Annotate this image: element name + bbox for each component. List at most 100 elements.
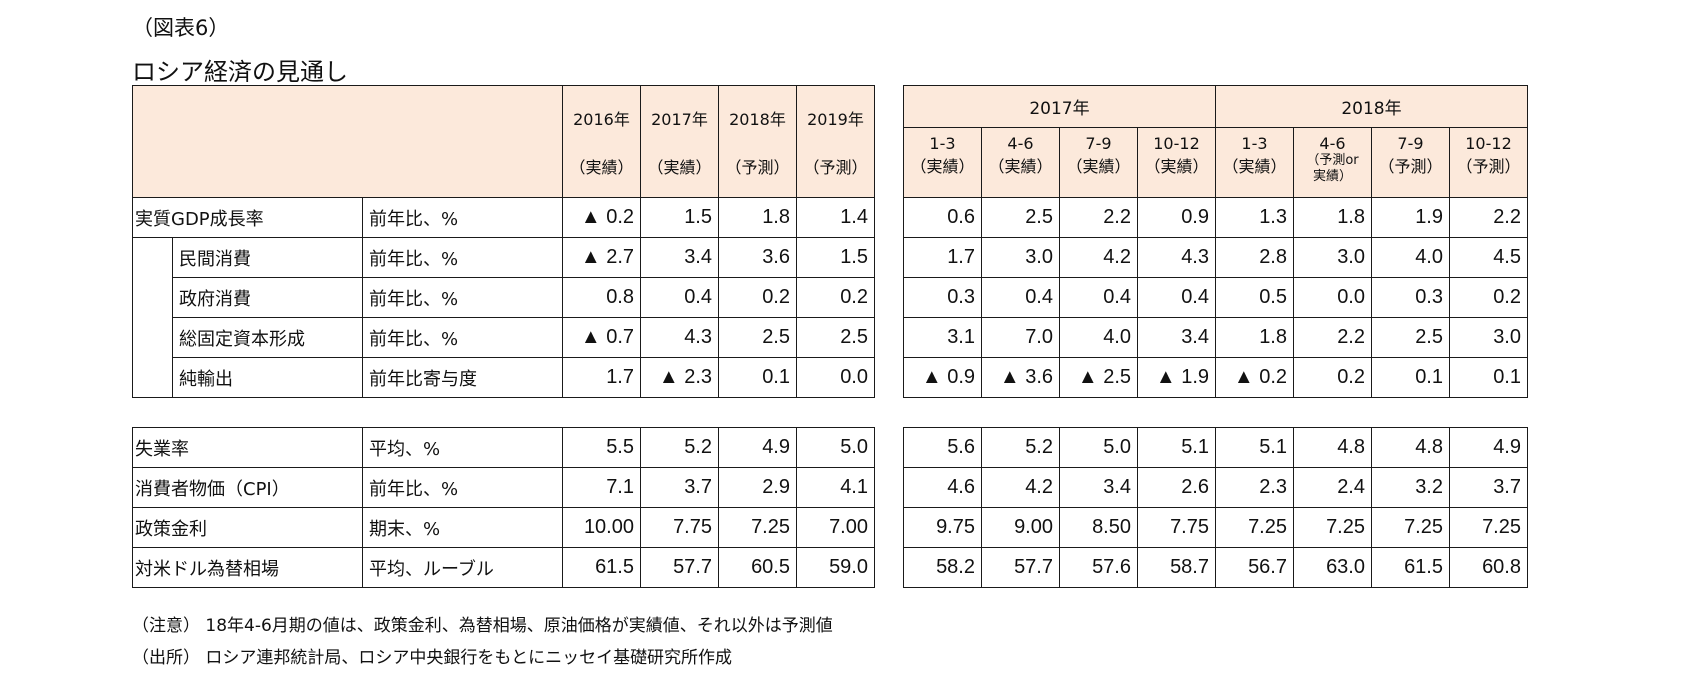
value-cell: 9.00: [981, 507, 1060, 548]
section-gap: [133, 398, 875, 428]
table-title: ロシア経済の見通し: [132, 58, 348, 86]
value-cell: 5.0: [1059, 427, 1138, 468]
row-unit: 前年比、%: [362, 237, 563, 278]
value-cell: 1.9: [1371, 197, 1450, 238]
value-cell: 0.3: [903, 277, 982, 318]
table-row: 9.75 9.00 8.50 7.75 7.25 7.25 7.25 7.25: [903, 507, 1528, 548]
value-cell: 1.5: [796, 237, 875, 278]
table-row: 1.7 3.0 4.2 4.3 2.8 3.0 4.0 4.5: [903, 237, 1528, 278]
value-cell: 7.25: [1449, 507, 1528, 548]
value-cell: ▲ 0.2: [562, 197, 641, 238]
value-cell: 4.6: [903, 467, 982, 508]
indent-spacer: [132, 357, 173, 398]
footnotes: （注意） 18年4-6月期の値は、政策金利、為替相場、原油価格が実績値、それ以外…: [132, 610, 833, 674]
value-cell: 4.2: [1059, 237, 1138, 278]
value-cell: 2.5: [718, 317, 797, 358]
value-cell: 61.5: [1371, 547, 1450, 588]
value-cell: 5.5: [562, 427, 641, 468]
value-cell: 0.1: [1449, 357, 1528, 398]
value-cell: 56.7: [1215, 547, 1294, 588]
row-label: 消費者物価（CPI）: [132, 467, 363, 508]
annual-col-header: 2019年 （予測）: [796, 85, 875, 198]
table-row: 純輸出 前年比寄与度 1.7 ▲ 2.3 0.1 0.0: [132, 357, 875, 398]
section-gap: [904, 398, 1528, 428]
table-row: 政策金利 期末、% 10.00 7.75 7.25 7.00: [132, 507, 875, 548]
row-label: 総固定資本形成: [172, 317, 363, 358]
table-row: 対米ドル為替相場 平均、ルーブル 61.5 57.7 60.5 59.0: [132, 547, 875, 588]
value-cell: ▲ 2.5: [1059, 357, 1138, 398]
row-label: 対米ドル為替相場: [132, 547, 363, 588]
row-label: 政府消費: [172, 277, 363, 318]
value-cell: 7.1: [562, 467, 641, 508]
value-cell: 9.75: [903, 507, 982, 548]
value-cell: ▲ 0.9: [903, 357, 982, 398]
quarter-header: 1-3 （実績）: [903, 127, 982, 198]
value-cell: 4.0: [1059, 317, 1138, 358]
header-blank: [132, 85, 563, 198]
value-cell: 57.7: [981, 547, 1060, 588]
figure-label: （図表6）: [132, 16, 230, 40]
table-row: 0.6 2.5 2.2 0.9 1.3 1.8 1.9 2.2: [903, 197, 1528, 238]
row-unit: 前年比、%: [362, 197, 563, 238]
year-group-row: 2017年 2018年: [903, 85, 1528, 128]
row-unit: 期末、%: [362, 507, 563, 548]
row-label: 政策金利: [132, 507, 363, 548]
row-unit: 平均、ルーブル: [362, 547, 563, 588]
value-cell: 2.4: [1293, 467, 1372, 508]
value-cell: 2.6: [1137, 467, 1216, 508]
quarter-header: 4-6 （実績）: [981, 127, 1060, 198]
annual-col-header: 2017年 （実績）: [640, 85, 719, 198]
table-row: 5.6 5.2 5.0 5.1 5.1 4.8 4.8 4.9: [903, 427, 1528, 468]
value-cell: 0.5: [1215, 277, 1294, 318]
value-cell: 0.1: [1371, 357, 1450, 398]
row-unit: 平均、%: [362, 427, 563, 468]
value-cell: 2.5: [1371, 317, 1450, 358]
value-cell: 5.0: [796, 427, 875, 468]
value-cell: 1.3: [1215, 197, 1294, 238]
value-cell: ▲ 1.9: [1137, 357, 1216, 398]
value-cell: 2.2: [1059, 197, 1138, 238]
value-cell: 7.00: [796, 507, 875, 548]
value-cell: 2.5: [981, 197, 1060, 238]
note-text: （注意） 18年4-6月期の値は、政策金利、為替相場、原油価格が実績値、それ以外…: [132, 616, 833, 636]
annual-table: 2016年 （実績） 2017年 （実績） 2018年 （予測） 2019年 （…: [132, 85, 875, 588]
value-cell: 0.4: [640, 277, 719, 318]
value-cell: 57.7: [640, 547, 719, 588]
row-unit: 前年比、%: [362, 317, 563, 358]
quarter-header: 1-3 （実績）: [1215, 127, 1294, 198]
value-cell: 0.8: [562, 277, 641, 318]
value-cell: 2.2: [1293, 317, 1372, 358]
value-cell: 7.25: [1293, 507, 1372, 548]
value-cell: 7.0: [981, 317, 1060, 358]
table-row: 政府消費 前年比、% 0.8 0.4 0.2 0.2: [132, 277, 875, 318]
quarter-header: 10-12 （実績）: [1137, 127, 1216, 198]
annual-header-row: 2016年 （実績） 2017年 （実績） 2018年 （予測） 2019年 （…: [132, 85, 875, 198]
value-cell: 2.9: [718, 467, 797, 508]
value-cell: 59.0: [796, 547, 875, 588]
value-cell: ▲ 0.2: [1215, 357, 1294, 398]
value-cell: 2.5: [796, 317, 875, 358]
value-cell: 0.2: [796, 277, 875, 318]
annual-col-header: 2016年 （実績）: [562, 85, 641, 198]
value-cell: ▲ 2.7: [562, 237, 641, 278]
indent-spacer: [132, 237, 173, 278]
value-cell: 7.25: [718, 507, 797, 548]
table-row: ▲ 0.9 ▲ 3.6 ▲ 2.5 ▲ 1.9 ▲ 0.2 0.2 0.1 0.…: [903, 357, 1528, 398]
value-cell: 4.0: [1371, 237, 1450, 278]
table-row: 0.3 0.4 0.4 0.4 0.5 0.0 0.3 0.2: [903, 277, 1528, 318]
value-cell: 7.75: [640, 507, 719, 548]
row-unit: 前年比、%: [362, 467, 563, 508]
table-row: 58.2 57.7 57.6 58.7 56.7 63.0 61.5 60.8: [903, 547, 1528, 588]
value-cell: 3.4: [1137, 317, 1216, 358]
source-text: （出所） ロシア連邦統計局、ロシア中央銀行をもとにニッセイ基礎研究所作成: [132, 648, 733, 668]
row-label: 純輸出: [172, 357, 363, 398]
value-cell: 5.2: [640, 427, 719, 468]
value-cell: 4.9: [718, 427, 797, 468]
value-cell: 1.7: [903, 237, 982, 278]
quarter-header: 7-9 （実績）: [1059, 127, 1138, 198]
value-cell: 3.2: [1371, 467, 1450, 508]
value-cell: 0.2: [1293, 357, 1372, 398]
value-cell: 3.1: [903, 317, 982, 358]
value-cell: 0.0: [1293, 277, 1372, 318]
value-cell: 58.2: [903, 547, 982, 588]
